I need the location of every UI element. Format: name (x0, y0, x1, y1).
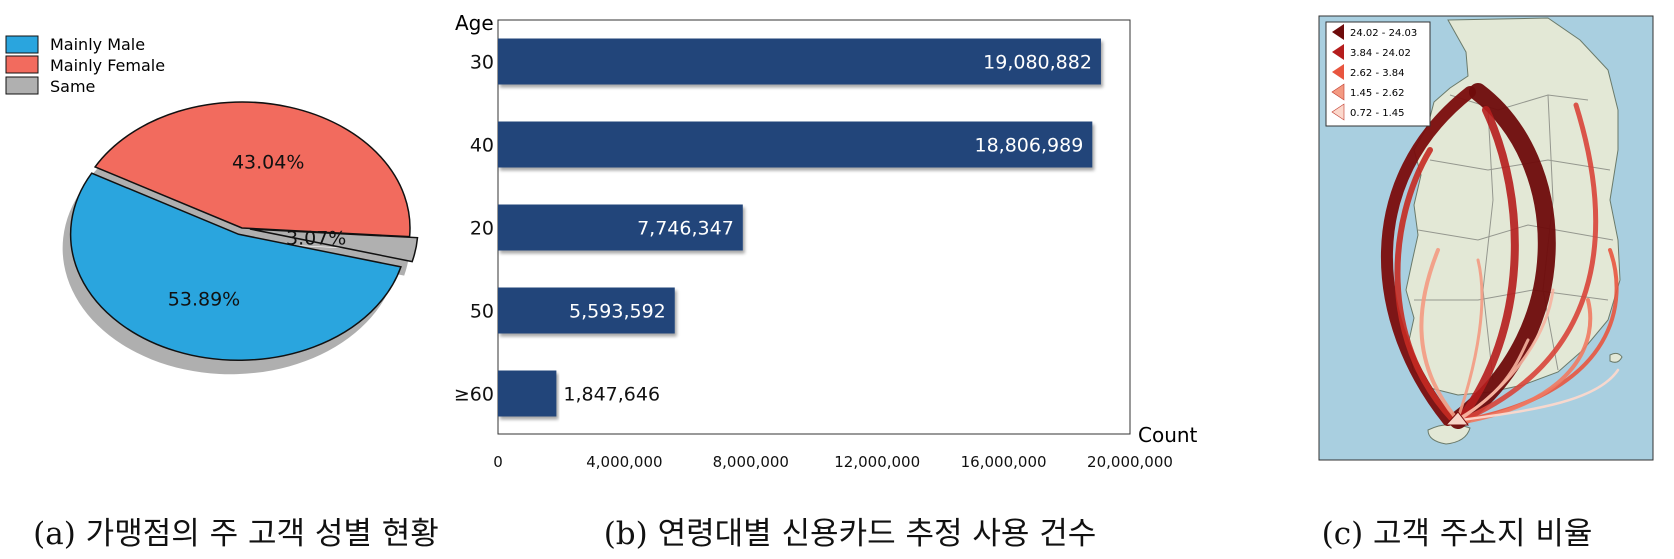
category-label-1: 40 (470, 135, 494, 157)
category-labels: 30 40 20 50 ≥60 (454, 52, 494, 406)
map-legend-label-2: 3.84 - 24.02 (1350, 48, 1411, 59)
legend-arrow-5 (1331, 103, 1345, 121)
legend-arrow-1 (1332, 24, 1344, 40)
bar-value-label-3: 5,593,592 (569, 301, 666, 323)
pie-slices (69, 101, 419, 361)
x-tick-label-0: 0 (493, 453, 503, 471)
pie-label-same: 3.07% (286, 227, 346, 249)
map-legend-label-5: 0.72 - 1.45 (1350, 108, 1405, 119)
bar-value-labels: 19,080,882 18,806,989 7,746,347 5,593,592 1,… (563, 52, 1092, 406)
map-flow-origin (1444, 411, 1470, 426)
y-axis-title: Age (455, 11, 494, 35)
legend-swatch-female (5, 55, 39, 74)
x-axis-title: Count (1138, 423, 1198, 447)
legend-label-male: Mainly Male (50, 35, 145, 54)
legend-arrow-3 (1332, 64, 1344, 80)
map-ulleung-island (1609, 352, 1623, 363)
bar-age-1 (498, 121, 1093, 168)
x-tick-label-2: 8,000,000 (713, 453, 789, 471)
map-flow-arrows (1380, 83, 1620, 429)
panel-gender-pie: Mainly Male Mainly Female Same 53.89% 43.… (0, 0, 450, 500)
bar-age-2 (498, 204, 743, 251)
pie-slice-same (249, 228, 419, 263)
pie-slice-mainly-male (69, 172, 402, 361)
bar-age-3 (498, 287, 675, 334)
x-tick-label-3: 12,000,000 (834, 453, 920, 471)
legend-label-female: Mainly Female (50, 56, 165, 75)
bar-value-label-2: 7,746,347 (637, 218, 734, 240)
x-tick-label-4: 16,000,000 (961, 453, 1047, 471)
legend-swatch-same (5, 76, 39, 95)
legend-swatch-male (5, 35, 39, 54)
pie-label-mainly-male: 53.89% (168, 289, 240, 311)
panel-address-map: 24.02 - 24.03 3.84 - 24.02 2.62 - 3.84 1… (1318, 0, 1674, 500)
x-tick-label-1: 4,000,000 (586, 453, 662, 471)
address-flow-map: 24.02 - 24.03 3.84 - 24.02 2.62 - 3.84 1… (1318, 15, 1654, 461)
category-label-4: ≥60 (454, 384, 494, 406)
category-label-2: 20 (470, 218, 494, 240)
bar-value-label-4: 1,847,646 (563, 384, 660, 406)
x-tick-labels: 0 4,000,000 8,000,000 12,000,000 16,000,000 2… (493, 453, 1173, 471)
map-region-borders (1414, 94, 1614, 381)
pie-slice-mainly-female (93, 101, 411, 238)
bar-value-label-0: 19,080,882 (983, 52, 1092, 74)
map-legend-label-4: 1.45 - 2.62 (1350, 88, 1405, 99)
bar-value-label-1: 18,806,989 (975, 135, 1084, 157)
panel-age-bars: Age Count 19,080,882 18,806,989 7,746,347 5… (440, 0, 1220, 500)
bar-age-4 (498, 370, 557, 417)
map-legend: 24.02 - 24.03 3.84 - 24.02 2.62 - 3.84 1… (1325, 21, 1431, 127)
legend-arrow-2 (1332, 44, 1344, 60)
bar-age-0 (498, 38, 1101, 85)
caption-b: (b) 연령대별 신용카드 추정 사용 건수 (603, 516, 1097, 552)
category-label-0: 30 (470, 52, 494, 74)
legend-label-same: Same (50, 77, 95, 96)
age-bar-chart: Age Count 19,080,882 18,806,989 7,746,347 5… (454, 11, 1198, 471)
pie-label-mainly-female: 43.04% (232, 152, 304, 174)
caption-c: (c) 고객 주소지 비율 (1321, 516, 1593, 552)
map-legend-label-1: 24.02 - 24.03 (1350, 28, 1417, 39)
caption-a: (a) 가맹점의 주 고객 성별 현황 (33, 516, 439, 552)
bars (498, 38, 1101, 417)
x-tick-label-5: 20,000,000 (1087, 453, 1173, 471)
pie-labels: 53.89% 43.04% 3.07% (168, 152, 347, 311)
category-label-3: 50 (470, 301, 494, 323)
pie-legend: Mainly Male Mainly Female Same (5, 35, 165, 96)
gender-pie-chart: Mainly Male Mainly Female Same 53.89% 43.… (5, 35, 419, 375)
legend-arrow-4 (1331, 83, 1345, 101)
map-legend-label-3: 2.62 - 3.84 (1350, 68, 1405, 79)
